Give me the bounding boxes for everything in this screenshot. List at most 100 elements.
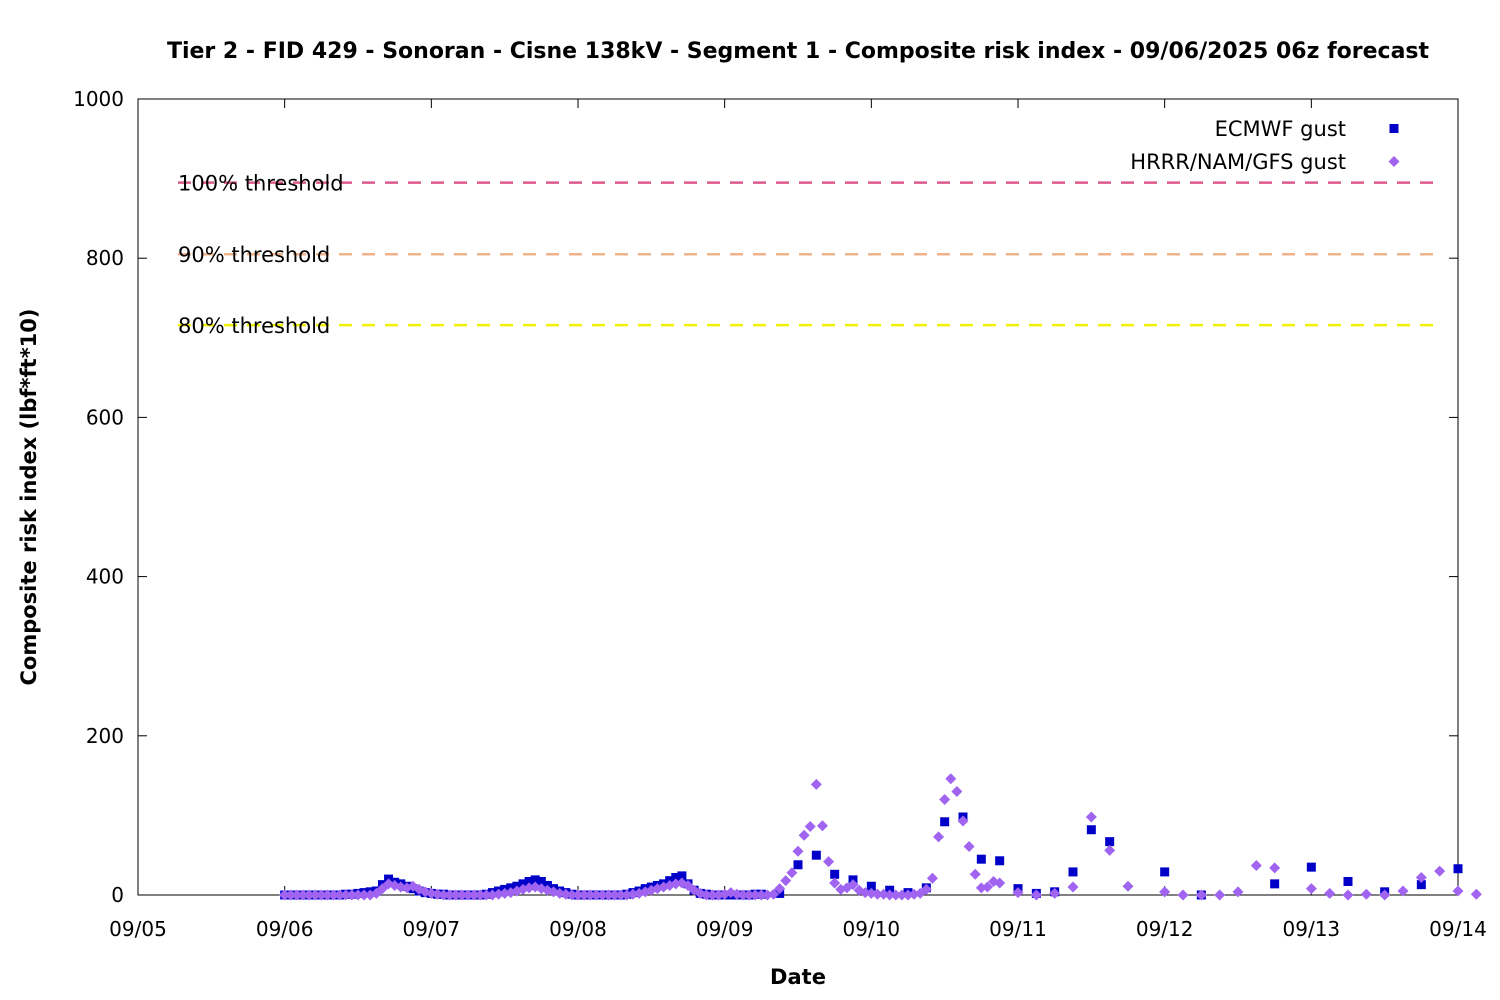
- data-point: [315, 889, 327, 901]
- x-tick-label: 09/08: [549, 917, 607, 941]
- data-point: [1067, 881, 1079, 893]
- data-point: [706, 889, 718, 901]
- data-point: [1195, 889, 1207, 901]
- threshold-lines: 100% threshold 90% threshold 80% threshold: [178, 172, 1441, 338]
- y-axis-label: Composite risk index (lbf*ft*10): [17, 308, 41, 685]
- data-point: [1379, 889, 1391, 901]
- data-point: [285, 889, 297, 901]
- data-point: [884, 889, 896, 901]
- data-point: [291, 889, 303, 901]
- data-point: [279, 889, 291, 901]
- data-point: [1177, 889, 1189, 901]
- data-point: [768, 888, 780, 900]
- y-tick-label: 0: [111, 883, 124, 907]
- data-point: [438, 889, 450, 901]
- data-point: [798, 829, 810, 841]
- threshold-label: 90% threshold: [178, 243, 330, 267]
- data-point: [1068, 867, 1078, 877]
- data-point: [749, 889, 761, 901]
- data-point: [957, 815, 969, 827]
- data-point: [352, 889, 364, 901]
- data-point: [866, 881, 876, 891]
- x-tick-label: 09/06: [256, 917, 314, 941]
- data-point: [1269, 862, 1281, 874]
- data-point: [811, 850, 821, 860]
- data-point: [963, 840, 975, 852]
- data-point: [450, 889, 462, 901]
- data-point: [444, 889, 456, 901]
- data-point: [700, 889, 712, 901]
- data-point: [1049, 887, 1061, 899]
- y-tick-label: 400: [86, 565, 124, 589]
- data-point: [590, 889, 602, 901]
- data-point: [1470, 888, 1482, 900]
- data-points: [279, 773, 1482, 901]
- data-point: [456, 889, 468, 901]
- data-point: [1434, 865, 1446, 877]
- data-point: [945, 773, 957, 785]
- data-point: [939, 793, 951, 805]
- data-point: [1250, 860, 1262, 872]
- data-point: [474, 889, 486, 901]
- data-point: [334, 889, 346, 901]
- data-point: [1453, 864, 1463, 874]
- x-tick-label: 09/14: [1429, 917, 1487, 941]
- data-point: [346, 889, 358, 901]
- data-point: [830, 869, 840, 879]
- data-point: [536, 876, 546, 886]
- legend-label: HRRR/NAM/GFS gust: [1130, 150, 1346, 174]
- data-point: [755, 889, 767, 901]
- data-point: [737, 889, 749, 901]
- data-point: [671, 872, 681, 882]
- data-point: [524, 876, 534, 886]
- y-axis: 0 200 400 600 800 1000: [73, 87, 1458, 907]
- x-tick-label: 09/05: [109, 917, 167, 941]
- data-point: [1104, 844, 1116, 856]
- legend: ECMWF gust HRRR/NAM/GFS gust: [1130, 117, 1400, 174]
- data-point: [584, 889, 596, 901]
- x-tick-label: 09/11: [989, 917, 1047, 941]
- data-point: [1324, 887, 1336, 899]
- data-point: [615, 889, 627, 901]
- data-point: [1159, 886, 1171, 898]
- data-point: [823, 856, 835, 868]
- data-point: [1306, 862, 1316, 872]
- data-point: [518, 879, 528, 889]
- data-point: [328, 889, 340, 901]
- data-point: [951, 786, 963, 798]
- data-point: [743, 889, 755, 901]
- data-point: [1305, 883, 1317, 895]
- data-point: [774, 883, 786, 895]
- data-point: [340, 889, 352, 901]
- data-point: [890, 889, 902, 901]
- y-tick-label: 200: [86, 724, 124, 748]
- plot-frame: [137, 98, 1459, 896]
- y-tick-label: 600: [86, 405, 124, 429]
- data-point: [297, 889, 309, 901]
- x-tick-label: 09/10: [843, 917, 901, 941]
- y-tick-label: 1000: [73, 87, 124, 111]
- data-point: [969, 868, 981, 880]
- y-tick-label: 800: [86, 246, 124, 270]
- data-point: [976, 854, 986, 864]
- data-point: [920, 883, 932, 895]
- data-point: [578, 889, 590, 901]
- data-point: [829, 877, 841, 889]
- data-point: [871, 888, 883, 900]
- data-point: [933, 831, 945, 843]
- data-point: [940, 817, 950, 827]
- data-point: [603, 889, 615, 901]
- data-point: [309, 889, 321, 901]
- data-point: [847, 879, 859, 891]
- data-point: [1214, 889, 1226, 901]
- data-point: [1105, 837, 1115, 847]
- data-point: [810, 778, 822, 790]
- data-point: [1397, 885, 1409, 897]
- series-hrrr: [279, 773, 1482, 901]
- data-point: [1415, 871, 1427, 883]
- data-point: [1360, 888, 1372, 900]
- chart-title: Tier 2 - FID 429 - Sonoran - Cisne 138kV…: [167, 39, 1430, 64]
- data-point: [321, 889, 333, 901]
- data-point: [786, 867, 798, 879]
- data-point: [926, 872, 938, 884]
